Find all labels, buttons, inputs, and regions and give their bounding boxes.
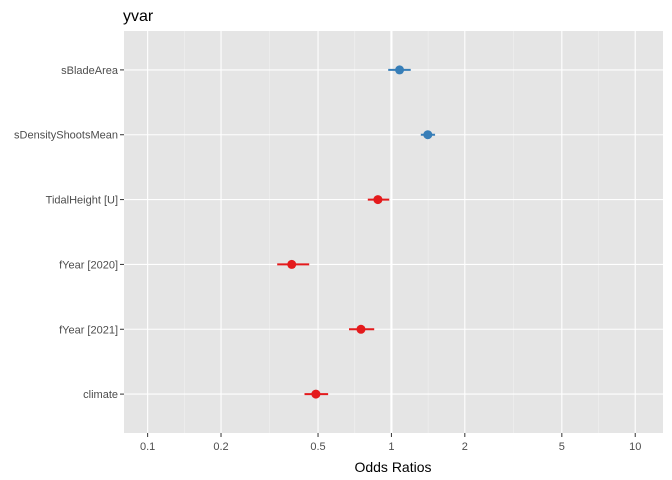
estimate-point — [287, 259, 297, 269]
estimate-point — [373, 195, 383, 205]
y-tick-label: TidalHeight [U] — [46, 195, 118, 207]
y-axis: sBladeArea sDensityShootsMean TidalHeight … — [14, 65, 124, 401]
y-tick-label: climate — [83, 389, 118, 401]
estimates-layer — [277, 65, 436, 399]
estimate-point — [423, 130, 433, 140]
x-axis-title: Odds Ratios — [354, 459, 431, 475]
x-tick-label: 10 — [629, 441, 641, 453]
x-tick-label: 0.1 — [140, 441, 155, 453]
plot-panel — [124, 31, 663, 433]
estimate-point — [356, 324, 366, 334]
estimate-point — [395, 65, 405, 75]
x-axis: 0.1 0.2 0.5 1 2 5 10 — [140, 433, 641, 453]
y-tick-label: sDensityShootsMean — [14, 130, 118, 142]
x-tick-label: 0.5 — [310, 441, 325, 453]
estimate-point — [311, 389, 321, 399]
chart-title: yvar — [123, 8, 154, 25]
x-tick-label: 1 — [388, 441, 394, 453]
y-tick-label: fYear [2021] — [59, 324, 118, 336]
x-tick-label: 5 — [559, 441, 565, 453]
major-gridlines — [124, 31, 663, 433]
x-tick-label: 0.2 — [213, 441, 228, 453]
y-tick-label: sBladeArea — [61, 65, 119, 77]
minor-gridlines — [184, 31, 599, 433]
y-tick-label: fYear [2020] — [59, 259, 118, 271]
x-tick-label: 2 — [462, 441, 468, 453]
